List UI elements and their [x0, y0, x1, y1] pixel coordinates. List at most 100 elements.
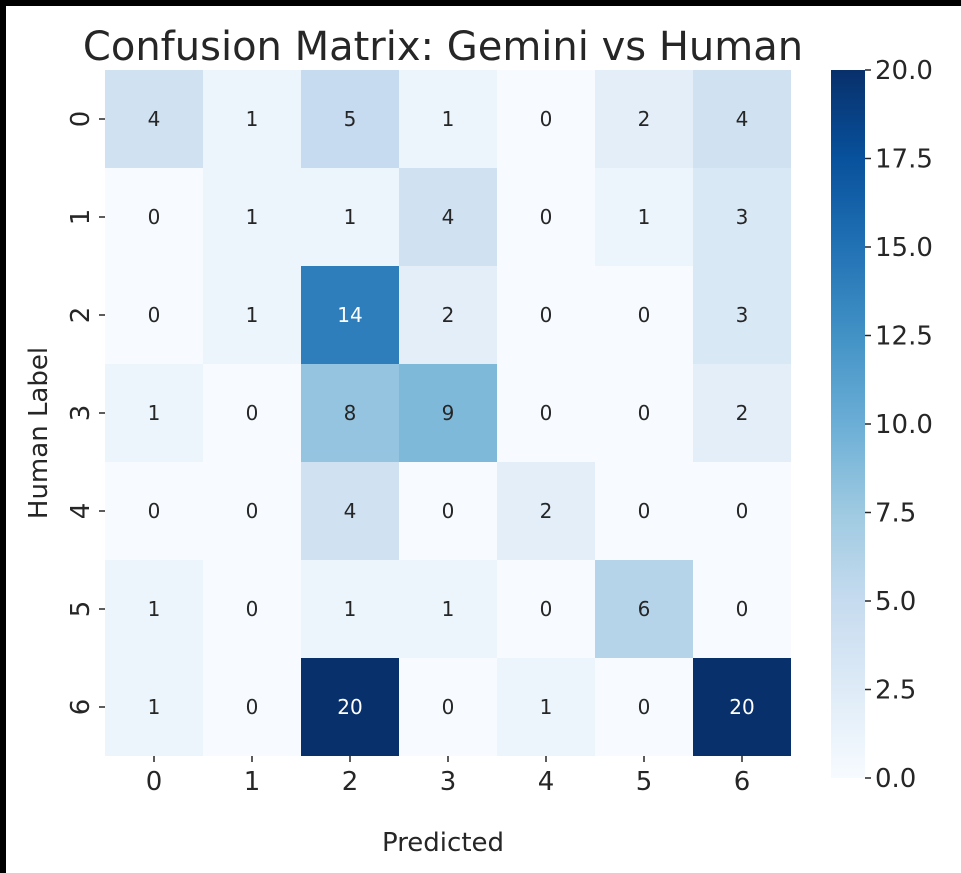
colorbar-tick-label: 20.0: [875, 56, 933, 86]
heatmap-cell-5-5: [595, 560, 693, 658]
cell-value-label: 1: [344, 597, 357, 621]
y-tick-labels: 0 1 2 3 4 5 6: [66, 111, 105, 716]
figure-panel: Confusion Matrix: Gemini vs Human 4 1 5 1 0 2…: [6, 6, 961, 873]
cell-value-label: 0: [246, 499, 259, 523]
heatmap-cell-0-1: [203, 70, 301, 168]
heatmap-cell-6-1: [203, 658, 301, 756]
heatmap-cell-1-3: [399, 168, 497, 266]
cell-value-label: 1: [246, 205, 259, 229]
heatmap-cell-1-2: [301, 168, 399, 266]
cell-value-label: 1: [246, 107, 259, 131]
x-tick-label: 4: [538, 767, 555, 797]
heatmap-cell-3-1: [203, 364, 301, 462]
colorbar-tick-label: 7.5: [875, 499, 916, 529]
heatmap-cell-1-6: [693, 168, 791, 266]
cell-value-label: 1: [148, 597, 161, 621]
heatmap-cell-2-3: [399, 266, 497, 364]
x-tick-label: 6: [734, 767, 751, 797]
heatmap-cell-6-6: [693, 658, 791, 756]
heatmap-cell-4-1: [203, 462, 301, 560]
colorbar-tick-label: 10.0: [875, 410, 933, 440]
heatmap-cell-2-4: [497, 266, 595, 364]
cell-value-label: 4: [148, 107, 161, 131]
colorbar-tick-label: 15.0: [875, 233, 933, 263]
x-tick-label: 1: [244, 767, 261, 797]
confusion-matrix-chart: Confusion Matrix: Gemini vs Human 4 1 5 1 0 2…: [24, 24, 933, 858]
cell-value-label: 4: [344, 499, 357, 523]
y-tick-label: 4: [66, 503, 96, 520]
colorbar-tick-label: 12.5: [875, 322, 933, 352]
y-axis-label: Human Label: [24, 347, 54, 519]
heatmap-cell-6-3: [399, 658, 497, 756]
heatmap-cell-5-6: [693, 560, 791, 658]
cell-value-label: 0: [540, 401, 553, 425]
y-tick-label: 0: [66, 111, 96, 128]
cell-value-label: 0: [148, 303, 161, 327]
cell-value-label: 0: [638, 303, 651, 327]
heatmap-cell-5-3: [399, 560, 497, 658]
heatmap-cell-0-0: [105, 70, 203, 168]
heatmap-cell-2-6: [693, 266, 791, 364]
heatmap-cell-3-0: [105, 364, 203, 462]
heatmap-cell-2-5: [595, 266, 693, 364]
cell-value-label: 4: [442, 205, 455, 229]
y-tick-label: 5: [66, 601, 96, 618]
heatmap-cell-6-5: [595, 658, 693, 756]
cell-value-label: 2: [638, 107, 651, 131]
heatmap-cell-3-3: [399, 364, 497, 462]
x-tick-label: 0: [146, 767, 163, 797]
heatmap-cell-2-0: [105, 266, 203, 364]
cell-value-label: 5: [344, 107, 357, 131]
heatmap-cell-0-3: [399, 70, 497, 168]
cell-value-label: 0: [246, 695, 259, 719]
cell-value-label: 14: [337, 303, 362, 327]
cell-value-label: 0: [540, 303, 553, 327]
heatmap-cell-5-2: [301, 560, 399, 658]
cell-value-label: 1: [246, 303, 259, 327]
heatmap-cell-4-3: [399, 462, 497, 560]
cell-value-label: 0: [638, 401, 651, 425]
cell-value-label: 6: [638, 597, 651, 621]
heatmap-cell-5-4: [497, 560, 595, 658]
cell-value-label: 0: [540, 107, 553, 131]
heatmap-cell-4-4: [497, 462, 595, 560]
cell-value-label: 0: [442, 499, 455, 523]
cell-value-label: 0: [148, 205, 161, 229]
heatmap-cell-0-5: [595, 70, 693, 168]
heatmap-cell-5-0: [105, 560, 203, 658]
heatmap-cell-1-5: [595, 168, 693, 266]
x-tick-labels: 0 1 2 3 4 5 6: [146, 756, 751, 797]
cell-value-label: 0: [442, 695, 455, 719]
cell-value-label: 4: [736, 107, 749, 131]
heatmap-cell-4-6: [693, 462, 791, 560]
cell-value-label: 3: [736, 205, 749, 229]
x-tick-label: 5: [636, 767, 653, 797]
y-tick-label: 1: [66, 209, 96, 226]
x-tick-label: 3: [440, 767, 457, 797]
heatmap-cell-3-4: [497, 364, 595, 462]
cell-value-label: 2: [442, 303, 455, 327]
heatmap-cell-4-2: [301, 462, 399, 560]
cell-value-label: 20: [337, 695, 362, 719]
colorbar-tick-label: 0.0: [875, 764, 916, 794]
cell-value-label: 1: [148, 401, 161, 425]
heatmap-cell-6-4: [497, 658, 595, 756]
cell-value-label: 8: [344, 401, 357, 425]
x-axis-label: Predicted: [382, 828, 504, 858]
heatmap-cell-3-5: [595, 364, 693, 462]
heatmap-cell-0-2: [301, 70, 399, 168]
cell-value-label: 0: [540, 205, 553, 229]
colorbar: [831, 70, 865, 778]
cell-value-label: 20: [729, 695, 754, 719]
heatmap-cell-3-6: [693, 364, 791, 462]
cell-value-label: 0: [148, 499, 161, 523]
heatmap-cell-1-0: [105, 168, 203, 266]
cell-value-label: 0: [246, 597, 259, 621]
cell-value-label: 0: [638, 695, 651, 719]
heatmap-cell-1-1: [203, 168, 301, 266]
heatmap-cells: 4 1 5 1 0 2 40 1 1 4 0 1 30 1 14 2 0 0 31 0 8 9 0 0 20 0 4 0 2 0 01 0 1 1…: [105, 70, 791, 756]
heatmap-cell-6-2: [301, 658, 399, 756]
y-tick-label: 6: [66, 699, 96, 716]
cell-value-label: 2: [540, 499, 553, 523]
